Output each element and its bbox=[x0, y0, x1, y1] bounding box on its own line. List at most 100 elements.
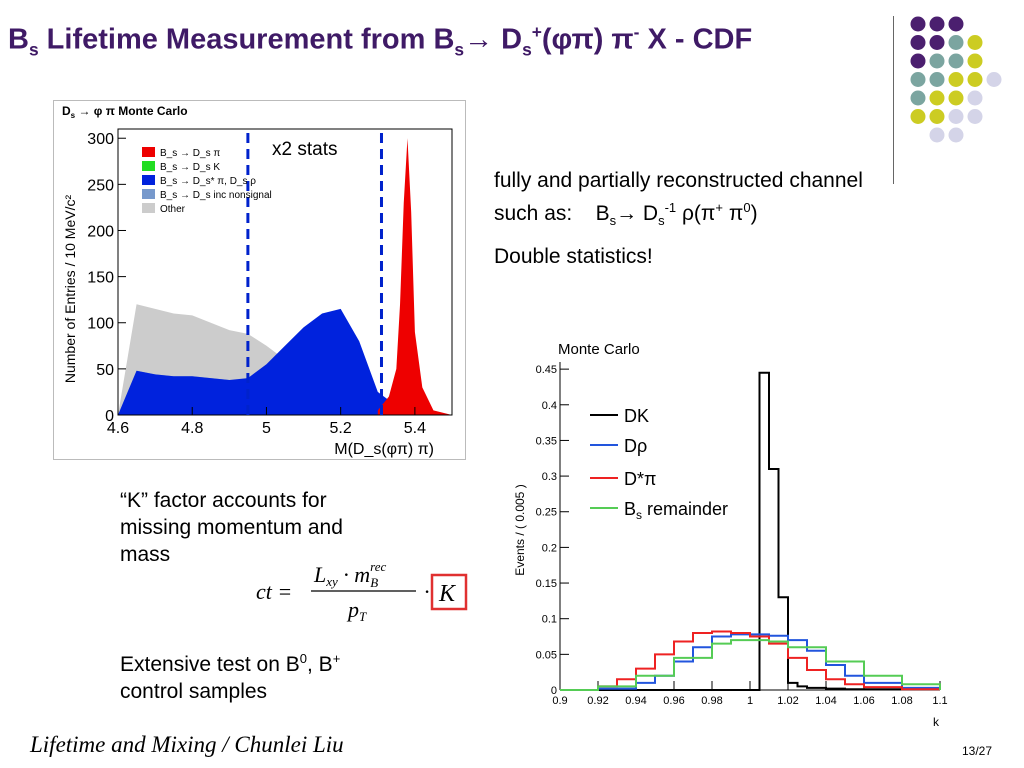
kplot-ylabel: Events / ( 0.005 ) bbox=[513, 484, 527, 575]
decorative-dot bbox=[910, 35, 926, 50]
y-tick-label: 0.05 bbox=[536, 649, 557, 661]
legend-label: B_s → D_s π bbox=[160, 148, 220, 159]
y-tick-label: 0.3 bbox=[542, 471, 557, 483]
x-tick-label: 1.08 bbox=[891, 695, 912, 707]
y-tick-label: 0.45 bbox=[536, 364, 557, 376]
legend-label: B_s → D_s inc nonsignal bbox=[160, 190, 272, 201]
legend-label: Other bbox=[160, 204, 186, 215]
decorative-dot bbox=[967, 35, 983, 50]
decorative-dot bbox=[948, 16, 964, 32]
footer-text: Lifetime and Mixing / Chunlei Liu bbox=[30, 732, 344, 757]
x-tick-label: 5 bbox=[262, 420, 271, 437]
y-tick-label: 0.35 bbox=[536, 435, 557, 447]
legend-drho-label: Dρ bbox=[624, 436, 647, 456]
x-tick-label: 1 bbox=[747, 695, 753, 707]
decorative-dot bbox=[910, 109, 926, 124]
kfactor-text: “K” factor accounts for missing momentum… bbox=[120, 489, 343, 566]
legend-label: B_s → D_s K bbox=[160, 162, 220, 173]
series-line bbox=[560, 639, 941, 691]
svg-text:ct =: ct = bbox=[256, 579, 292, 604]
histogram-area bbox=[118, 308, 452, 415]
decorative-dot bbox=[948, 90, 964, 106]
page-number: 13/27 bbox=[962, 744, 993, 758]
decorative-dot bbox=[929, 16, 945, 32]
decorative-dot bbox=[948, 53, 964, 69]
histogram-ylabel: Number of Entries / 10 MeV/c² bbox=[62, 195, 78, 384]
k-factor-plot-panel: Monte Carlo 0 0.05 0.1 0.15 0.2 0.25 0.3 0.35 0.… bbox=[500, 330, 960, 730]
x-tick-label: 4.8 bbox=[181, 420, 203, 437]
series-line bbox=[560, 371, 941, 691]
decorative-dot bbox=[910, 53, 926, 69]
decorative-dot bbox=[929, 72, 945, 87]
decorative-dot bbox=[948, 109, 964, 124]
double-stats-text: Double statistics! bbox=[494, 245, 653, 268]
svg-text:pT: pT bbox=[346, 597, 367, 624]
k-factor-plot: Monte Carlo 0 0.05 0.1 0.15 0.2 0.25 0.3 0.35 0.… bbox=[513, 341, 948, 729]
kplot-xlabel: k bbox=[933, 715, 940, 729]
x-tick-label: 1.06 bbox=[853, 695, 874, 707]
x-tick-label: 5.4 bbox=[404, 420, 426, 437]
legend-swatch bbox=[142, 147, 155, 157]
y-tick-label: 200 bbox=[87, 223, 114, 240]
legend-swatch bbox=[142, 189, 155, 199]
decorative-dot bbox=[929, 90, 945, 106]
x-tick-label: 1.1 bbox=[932, 695, 947, 707]
series-line bbox=[560, 633, 941, 691]
decorative-dot bbox=[910, 72, 926, 87]
y-tick-label: 300 bbox=[87, 131, 114, 148]
y-tick-label: 0.15 bbox=[536, 578, 557, 590]
k-highlight-box bbox=[430, 573, 468, 611]
decorative-dot bbox=[986, 72, 1002, 87]
histogram-area bbox=[377, 138, 452, 415]
legend-swatch bbox=[142, 161, 155, 171]
mass-histogram: Ds → φ π Monte Carlo 0 50 100 150 200 250 300 4… bbox=[62, 104, 453, 458]
mass-histogram-panel: Ds → φ π Monte Carlo 0 50 100 150 200 250 300 4… bbox=[53, 100, 466, 460]
histogram-frame bbox=[117, 128, 453, 416]
decorative-dot-grid bbox=[910, 16, 1002, 143]
x-tick-label: 0.92 bbox=[587, 695, 608, 707]
legend-bs-label: Bs remainder bbox=[624, 499, 728, 522]
x-tick-label: 5.2 bbox=[330, 420, 352, 437]
x2-stats-annotation: x2 stats bbox=[272, 139, 337, 160]
kplot-title: Monte Carlo bbox=[558, 341, 640, 358]
y-tick-label: 0.2 bbox=[542, 542, 557, 554]
x-tick-label: 0.94 bbox=[625, 695, 646, 707]
x-tick-label: 0.9 bbox=[552, 695, 567, 707]
x-tick-label: 0.96 bbox=[663, 695, 684, 707]
ct-formula: ct = Lxy · mBrec pT · K bbox=[256, 557, 471, 627]
histogram-title: Ds → φ π Monte Carlo bbox=[62, 104, 188, 120]
y-tick-label: 250 bbox=[87, 177, 114, 194]
svg-text:Lxy · mBrec: Lxy · mBrec bbox=[313, 559, 386, 590]
decorative-dot bbox=[929, 53, 945, 69]
y-tick-label: 0 bbox=[105, 408, 114, 425]
y-tick-label: 50 bbox=[96, 362, 114, 379]
svg-text:K: K bbox=[438, 581, 457, 607]
x-tick-label: 1.02 bbox=[777, 695, 798, 707]
channel-text: fully and partially reconstructed channe… bbox=[494, 169, 863, 229]
decorative-dot bbox=[929, 109, 945, 124]
y-tick-label: 0.25 bbox=[536, 507, 557, 519]
decorative-dot bbox=[967, 53, 983, 69]
y-tick-label: 0 bbox=[551, 685, 557, 697]
decorative-dot bbox=[929, 127, 945, 143]
y-tick-label: 150 bbox=[87, 270, 114, 287]
legend-swatch bbox=[142, 203, 155, 213]
y-tick-label: 0.1 bbox=[542, 614, 557, 626]
y-tick-label: 0.4 bbox=[542, 400, 557, 412]
decorative-dot bbox=[967, 72, 983, 87]
x-tick-label: 4.6 bbox=[107, 420, 129, 437]
y-tick-label: 100 bbox=[87, 316, 114, 333]
x-tick-label: 1.04 bbox=[815, 695, 836, 707]
decorative-dot bbox=[967, 109, 983, 124]
decorative-divider bbox=[893, 16, 894, 184]
decorative-dot bbox=[948, 127, 964, 143]
decorative-dot bbox=[910, 16, 926, 32]
decorative-dot bbox=[948, 35, 964, 50]
decorative-dot bbox=[929, 35, 945, 50]
legend-swatch bbox=[142, 175, 155, 185]
series-line bbox=[560, 630, 941, 691]
legend-dstarpi-label: D*π bbox=[624, 469, 656, 489]
svg-text:·: · bbox=[424, 579, 430, 604]
histogram-xlabel: M(D_s(φπ) π) bbox=[334, 441, 434, 458]
x-tick-label: 0.98 bbox=[701, 695, 722, 707]
